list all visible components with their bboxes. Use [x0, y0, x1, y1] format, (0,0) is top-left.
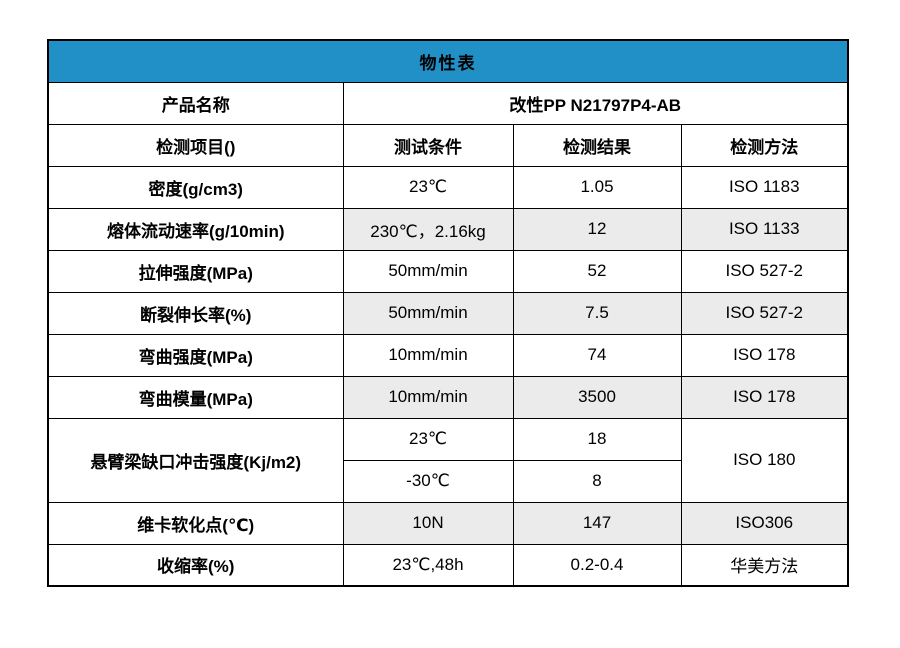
- cell-method: 华美方法: [680, 543, 849, 587]
- cell-result: 8: [512, 459, 682, 503]
- cell-item: 收缩率(%): [47, 543, 344, 587]
- table-row: 熔体流动速率(g/10min) 230℃，2.16kg 12 ISO 1133: [47, 207, 849, 251]
- table-row: -30℃ 8: [48, 459, 848, 503]
- cell-method: ISO 527-2: [680, 249, 849, 293]
- cell-result: 74: [512, 333, 682, 377]
- cell-result: 52: [512, 249, 682, 293]
- title-row: 物性表: [47, 39, 849, 83]
- column-header-row: 检测项目() 测试条件 检测结果 检测方法: [47, 123, 849, 167]
- cell-condition: 23℃: [342, 417, 514, 461]
- table-row: 弯曲模量(MPa) 10mm/min 3500 ISO 178: [47, 375, 849, 419]
- cell-result: 3500: [512, 375, 682, 419]
- cell-result: 147: [512, 501, 682, 545]
- page-title: 物性表: [47, 39, 849, 83]
- table-row: 弯曲强度(MPa) 10mm/min 74 ISO 178: [47, 333, 849, 377]
- cell-method: ISO 178: [680, 375, 849, 419]
- cell-result: 0.2-0.4: [512, 543, 682, 587]
- cell-item: 弯曲强度(MPa): [47, 333, 344, 377]
- cell-method: ISO 178: [680, 333, 849, 377]
- table-row: 拉伸强度(MPa) 50mm/min 52 ISO 527-2: [47, 249, 849, 293]
- cell-item: 弯曲模量(MPa): [47, 375, 344, 419]
- cell-condition: 10N: [342, 501, 514, 545]
- column-header-method: 检测方法: [680, 123, 849, 167]
- column-header-condition: 测试条件: [342, 123, 514, 167]
- properties-table-wrapper: 物性表 产品名称 改性PP N21797P4-AB 检测项目() 测试条件 检测…: [47, 39, 849, 587]
- cell-item: 断裂伸长率(%): [47, 291, 344, 335]
- cell-item: 拉伸强度(MPa): [47, 249, 344, 293]
- table-row: 悬臂梁缺口冲击强度(Kj/m2) 23℃ 18 ISO 180: [47, 417, 849, 503]
- cell-method: ISO306: [680, 501, 849, 545]
- product-name-label: 产品名称: [47, 81, 344, 125]
- table-row: 维卡软化点(℃) 10N 147 ISO306: [47, 501, 849, 545]
- cell-method: ISO 1133: [680, 207, 849, 251]
- cell-condition: 23℃: [342, 165, 514, 209]
- cell-result: 1.05: [512, 165, 682, 209]
- cell-condition: 50mm/min: [342, 291, 514, 335]
- cell-method: ISO 180: [680, 417, 849, 503]
- table-row: 密度(g/cm3) 23℃ 1.05 ISO 1183: [47, 165, 849, 209]
- cell-condition: 10mm/min: [342, 333, 514, 377]
- cell-method: ISO 1183: [680, 165, 849, 209]
- cell-method: ISO 527-2: [680, 291, 849, 335]
- cell-result: 7.5: [512, 291, 682, 335]
- cell-result: 12: [512, 207, 682, 251]
- cell-condition: -30℃: [342, 459, 514, 503]
- cell-condition: 230℃，2.16kg: [342, 207, 514, 251]
- cell-condition: 50mm/min: [342, 249, 514, 293]
- cell-condition: 10mm/min: [342, 375, 514, 419]
- cell-item: 密度(g/cm3): [47, 165, 344, 209]
- cell-result: 18: [512, 417, 682, 461]
- product-name-value: 改性PP N21797P4-AB: [342, 81, 849, 125]
- cell-condition: 23℃,48h: [342, 543, 514, 587]
- table-row: 收缩率(%) 23℃,48h 0.2-0.4 华美方法: [47, 543, 849, 587]
- column-header-item: 检测项目(): [47, 123, 344, 167]
- table-row: 断裂伸长率(%) 50mm/min 7.5 ISO 527-2: [47, 291, 849, 335]
- properties-table: 物性表 产品名称 改性PP N21797P4-AB 检测项目() 测试条件 检测…: [47, 39, 849, 587]
- cell-item: 维卡软化点(℃): [47, 501, 344, 545]
- product-name-row: 产品名称 改性PP N21797P4-AB: [47, 81, 849, 125]
- cell-item: 悬臂梁缺口冲击强度(Kj/m2): [47, 417, 344, 503]
- cell-item: 熔体流动速率(g/10min): [47, 207, 344, 251]
- column-header-result: 检测结果: [512, 123, 682, 167]
